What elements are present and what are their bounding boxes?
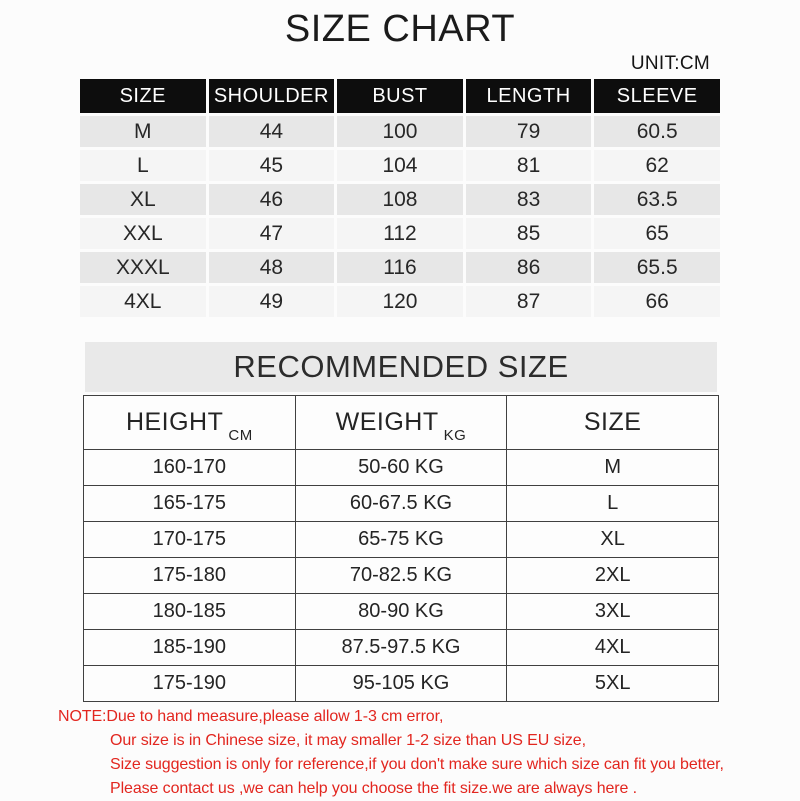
cell: 80-90 KG bbox=[294, 593, 508, 630]
header-size: SIZE bbox=[80, 79, 206, 113]
cell: 4XL bbox=[506, 629, 719, 666]
recommended-size-heading: RECOMMENDED SIZE bbox=[85, 342, 717, 392]
cell: 120 bbox=[337, 286, 463, 317]
cell: 112 bbox=[337, 218, 463, 249]
cell: 87 bbox=[465, 286, 592, 317]
header-weight-unit: KG bbox=[443, 427, 467, 444]
cell: 3XL bbox=[506, 593, 719, 630]
header-height-unit: CM bbox=[228, 427, 253, 444]
cell: 66 bbox=[594, 286, 720, 317]
cell: 85 bbox=[465, 218, 592, 249]
cell: 170-175 bbox=[83, 521, 296, 558]
cell: 116 bbox=[337, 252, 463, 283]
table-row: 180-185 80-90 KG 3XL bbox=[83, 593, 719, 630]
cell: 46 bbox=[208, 184, 335, 215]
cell: 65-75 KG bbox=[294, 521, 508, 558]
header-sleeve: SLEEVE bbox=[594, 79, 720, 113]
header-size-label: SIZE bbox=[583, 408, 642, 436]
header-weight-label: WEIGHT bbox=[335, 408, 439, 436]
cell: 44 bbox=[208, 116, 335, 147]
cell: L bbox=[80, 150, 206, 181]
cell: L bbox=[506, 485, 719, 522]
cell: 79 bbox=[465, 116, 592, 147]
cell: 45 bbox=[208, 150, 335, 181]
header-bust: BUST bbox=[337, 79, 463, 113]
cell: 62 bbox=[594, 150, 720, 181]
table-row: L 45 104 81 62 bbox=[80, 150, 720, 181]
note-line: Our size is in Chinese size, it may smal… bbox=[110, 732, 586, 749]
table-row: XXL 47 112 85 65 bbox=[80, 218, 720, 249]
table-row: XXXL 48 116 86 65.5 bbox=[80, 252, 720, 283]
header-shoulder: SHOULDER bbox=[208, 79, 335, 113]
cell: 63.5 bbox=[594, 184, 720, 215]
table-row: 175-180 70-82.5 KG 2XL bbox=[83, 557, 719, 594]
table-row: M 44 100 79 60.5 bbox=[80, 116, 720, 147]
cell: 86 bbox=[465, 252, 592, 283]
cell: 83 bbox=[465, 184, 592, 215]
cell: 48 bbox=[208, 252, 335, 283]
cell: 5XL bbox=[506, 665, 719, 702]
cell: 180-185 bbox=[83, 593, 296, 630]
cell: M bbox=[80, 116, 206, 147]
cell: 104 bbox=[337, 150, 463, 181]
header-size: SIZE bbox=[506, 395, 719, 450]
note-line: Size suggestion is only for reference,if… bbox=[110, 756, 724, 773]
cell: XXL bbox=[80, 218, 206, 249]
cell: 50-60 KG bbox=[294, 449, 508, 486]
table-row: 160-170 50-60 KG M bbox=[83, 449, 719, 486]
cell: 87.5-97.5 KG bbox=[294, 629, 508, 666]
header-height-label: HEIGHT bbox=[125, 408, 224, 436]
header-weight: WEIGHT KG bbox=[294, 395, 508, 450]
cell: 108 bbox=[337, 184, 463, 215]
cell: XL bbox=[80, 184, 206, 215]
cell: 2XL bbox=[506, 557, 719, 594]
cell: 81 bbox=[465, 150, 592, 181]
note-line: NOTE:Due to hand measure,please allow 1-… bbox=[58, 708, 444, 725]
cell: 160-170 bbox=[83, 449, 296, 486]
cell: 4XL bbox=[80, 286, 206, 317]
cell: 100 bbox=[337, 116, 463, 147]
recommended-size-table: HEIGHT CM WEIGHT KG SIZE 160-170 50-60 KG … bbox=[83, 395, 719, 702]
table-row: 175-190 95-105 KG 5XL bbox=[83, 665, 719, 702]
cell: 60.5 bbox=[594, 116, 720, 147]
unit-label: UNIT:CM bbox=[630, 53, 710, 74]
cell: 65 bbox=[594, 218, 720, 249]
table-row: 4XL 49 120 87 66 bbox=[80, 286, 720, 317]
table-row: 185-190 87.5-97.5 KG 4XL bbox=[83, 629, 719, 666]
table-row: 165-175 60-67.5 KG L bbox=[83, 485, 719, 522]
header-height: HEIGHT CM bbox=[83, 395, 296, 450]
cell: 60-67.5 KG bbox=[294, 485, 508, 522]
cell: 175-190 bbox=[83, 665, 296, 702]
note-text: NOTE:Due to hand measure,please allow 1-… bbox=[58, 705, 758, 801]
table-row: 170-175 65-75 KG XL bbox=[83, 521, 719, 558]
header-length: LENGTH bbox=[465, 79, 592, 113]
size-table-header-row: SIZE SHOULDER BUST LENGTH SLEEVE bbox=[80, 79, 720, 113]
cell: XXXL bbox=[80, 252, 206, 283]
cell: 185-190 bbox=[83, 629, 296, 666]
cell: 175-180 bbox=[83, 557, 296, 594]
cell: 65.5 bbox=[594, 252, 720, 283]
cell: 49 bbox=[208, 286, 335, 317]
size-measurements-table: SIZE SHOULDER BUST LENGTH SLEEVE M 44 10… bbox=[77, 76, 723, 320]
page-title: SIZE CHART bbox=[284, 8, 516, 50]
table-row: XL 46 108 83 63.5 bbox=[80, 184, 720, 215]
cell: 47 bbox=[208, 218, 335, 249]
cell: XL bbox=[506, 521, 719, 558]
recommended-header-row: HEIGHT CM WEIGHT KG SIZE bbox=[83, 395, 719, 450]
cell: 95-105 KG bbox=[294, 665, 508, 702]
cell: 70-82.5 KG bbox=[294, 557, 508, 594]
note-line: Please contact us ,we can help you choos… bbox=[110, 780, 638, 797]
cell: 165-175 bbox=[83, 485, 296, 522]
cell: M bbox=[506, 449, 719, 486]
